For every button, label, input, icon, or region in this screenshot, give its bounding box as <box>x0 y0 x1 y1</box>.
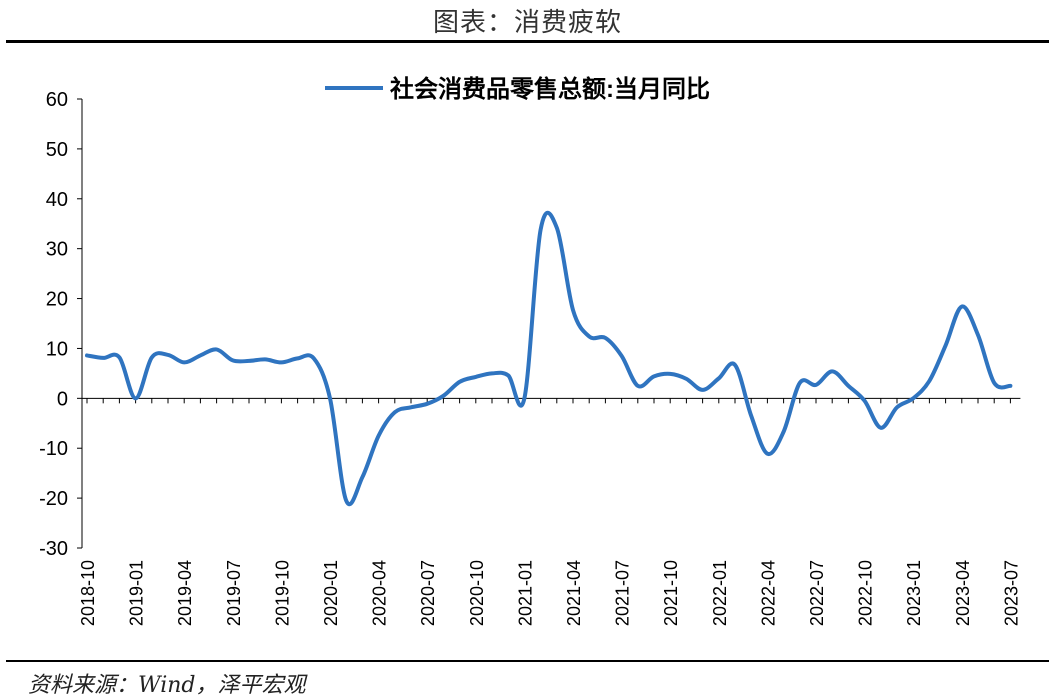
y-tick-label: -30 <box>39 538 68 560</box>
x-tick-label: 2023-04 <box>953 560 973 626</box>
y-tick-label: -10 <box>39 438 68 460</box>
y-tick-label: 0 <box>57 388 68 410</box>
x-tick-label: 2021-04 <box>564 560 584 626</box>
legend: 社会消费品零售总额:当月同比 <box>325 75 710 103</box>
x-tick-label: 2020-07 <box>418 560 438 626</box>
x-axis: 2018-10 2019-01 2019-04 2019-07 2019-10 2020-… <box>78 397 1021 626</box>
title-divider <box>6 40 1049 43</box>
source-note: 资料来源：Wind，泽平宏观 <box>28 673 306 698</box>
x-tick-label: 2020-01 <box>321 560 341 626</box>
x-tick-label: 2023-01 <box>904 560 924 626</box>
x-tick-label: 2020-10 <box>467 560 487 626</box>
series-line <box>85 211 1013 507</box>
x-tick-label: 2019-10 <box>272 560 292 626</box>
x-tick-label: 2018-10 <box>78 560 98 626</box>
y-tick-label: 40 <box>46 189 68 211</box>
y-tick-label: 30 <box>46 239 68 261</box>
x-tick-label: 2020-04 <box>370 560 390 626</box>
y-tick-label: 20 <box>46 289 68 311</box>
x-tick-label: 2022-10 <box>856 560 876 626</box>
y-tick-label: -20 <box>39 488 68 510</box>
x-tick-label: 2019-01 <box>127 560 147 626</box>
y-tick-label: 50 <box>46 139 68 161</box>
series-area <box>85 211 1013 507</box>
y-tick-label: 60 <box>46 89 68 111</box>
x-tick-label: 2022-04 <box>758 560 778 626</box>
x-tick-label: 2021-01 <box>515 560 535 626</box>
x-tick-label: 2023-07 <box>1001 560 1021 626</box>
x-tick-label: 2022-07 <box>807 560 827 626</box>
y-tick-label: 10 <box>46 338 68 360</box>
x-tick-label: 2021-07 <box>613 560 633 626</box>
x-tick-label: 2021-10 <box>661 560 681 626</box>
page-title: 图表：消费疲软 <box>432 8 622 38</box>
legend-label: 社会消费品零售总额:当月同比 <box>390 75 710 103</box>
x-tick-label: 2022-01 <box>710 560 730 626</box>
footer-divider <box>6 660 1049 662</box>
x-tick-label: 2019-07 <box>224 560 244 626</box>
y-axis: 60 50 40 30 20 10 0 -10 -20 -30 <box>39 89 83 560</box>
x-tick-label: 2019-04 <box>175 560 195 626</box>
